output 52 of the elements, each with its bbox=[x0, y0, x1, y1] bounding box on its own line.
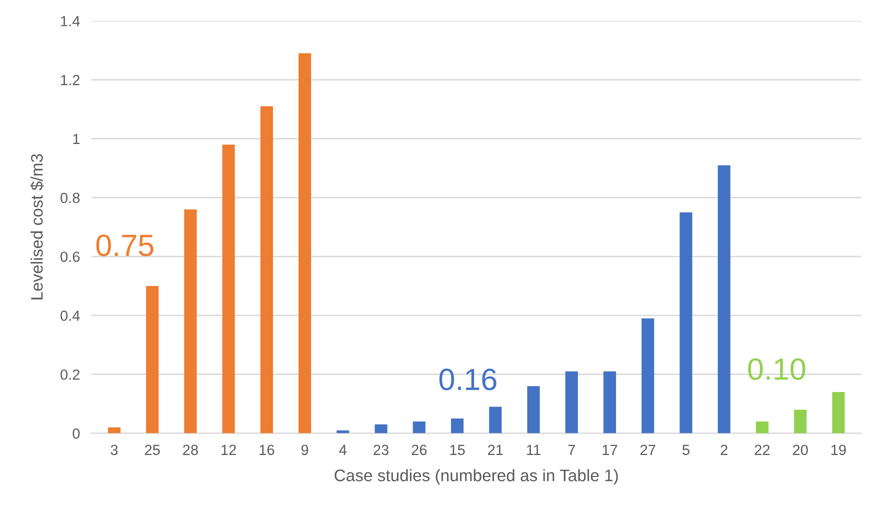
x-tick-label: 9 bbox=[301, 444, 308, 456]
y-tick-label: 0 bbox=[72, 428, 80, 439]
x-tick-label: 12 bbox=[222, 444, 236, 455]
x-tick-label: 7 bbox=[568, 444, 575, 455]
y-tick-label: 0.2 bbox=[60, 369, 80, 380]
x-tick-label: 20 bbox=[792, 444, 808, 456]
x-tick-label: 26 bbox=[412, 444, 427, 456]
x-tick-label: 27 bbox=[640, 444, 656, 455]
x-tick-label: 17 bbox=[602, 444, 618, 455]
y-tick-label: 0.8 bbox=[60, 192, 80, 204]
bar bbox=[794, 410, 807, 434]
bar bbox=[756, 421, 768, 434]
x-tick-label: 3 bbox=[110, 444, 118, 456]
bar bbox=[298, 53, 312, 434]
x-axis-title: Case studies (numbered as in Table 1) bbox=[334, 469, 618, 485]
bar bbox=[184, 209, 197, 434]
bar bbox=[832, 392, 845, 434]
bar bbox=[603, 371, 616, 434]
y-tick-label: 1.4 bbox=[61, 16, 80, 26]
x-tick-label: 22 bbox=[754, 444, 770, 455]
bar bbox=[718, 165, 730, 434]
annotation: 0.10 bbox=[748, 358, 806, 380]
x-tick-label: 2 bbox=[720, 444, 728, 455]
y-tick-label: 1.2 bbox=[61, 74, 80, 86]
annotation: 0.75 bbox=[96, 234, 154, 256]
bar bbox=[260, 106, 273, 434]
bar bbox=[374, 424, 388, 434]
x-tick-label: 25 bbox=[144, 444, 160, 456]
bar bbox=[527, 386, 540, 434]
y-tick-label: 0.4 bbox=[60, 310, 80, 321]
bar bbox=[108, 427, 121, 434]
bar bbox=[450, 418, 464, 434]
x-tick-label: 21 bbox=[488, 444, 503, 455]
x-tick-label: 15 bbox=[450, 444, 465, 456]
annotation: 0.16 bbox=[439, 368, 496, 390]
bar bbox=[222, 144, 235, 434]
x-tick-label: 16 bbox=[260, 444, 274, 456]
x-tick-label: 28 bbox=[183, 444, 198, 456]
bar bbox=[412, 421, 426, 434]
x-tick-label: 4 bbox=[339, 444, 347, 455]
bar bbox=[680, 212, 692, 434]
bar bbox=[489, 406, 502, 434]
bar bbox=[565, 371, 578, 434]
bar bbox=[146, 286, 159, 434]
x-tick-label: 5 bbox=[682, 444, 690, 456]
x-tick-label: 23 bbox=[374, 444, 389, 456]
y-axis-title: Levelised cost $/m3 bbox=[30, 154, 44, 300]
y-tick-label: 1 bbox=[73, 134, 80, 144]
x-tick-label: 19 bbox=[831, 444, 846, 456]
y-tick-label: 0.6 bbox=[60, 252, 80, 262]
x-tick-label: 11 bbox=[527, 444, 540, 455]
bar bbox=[642, 318, 654, 434]
